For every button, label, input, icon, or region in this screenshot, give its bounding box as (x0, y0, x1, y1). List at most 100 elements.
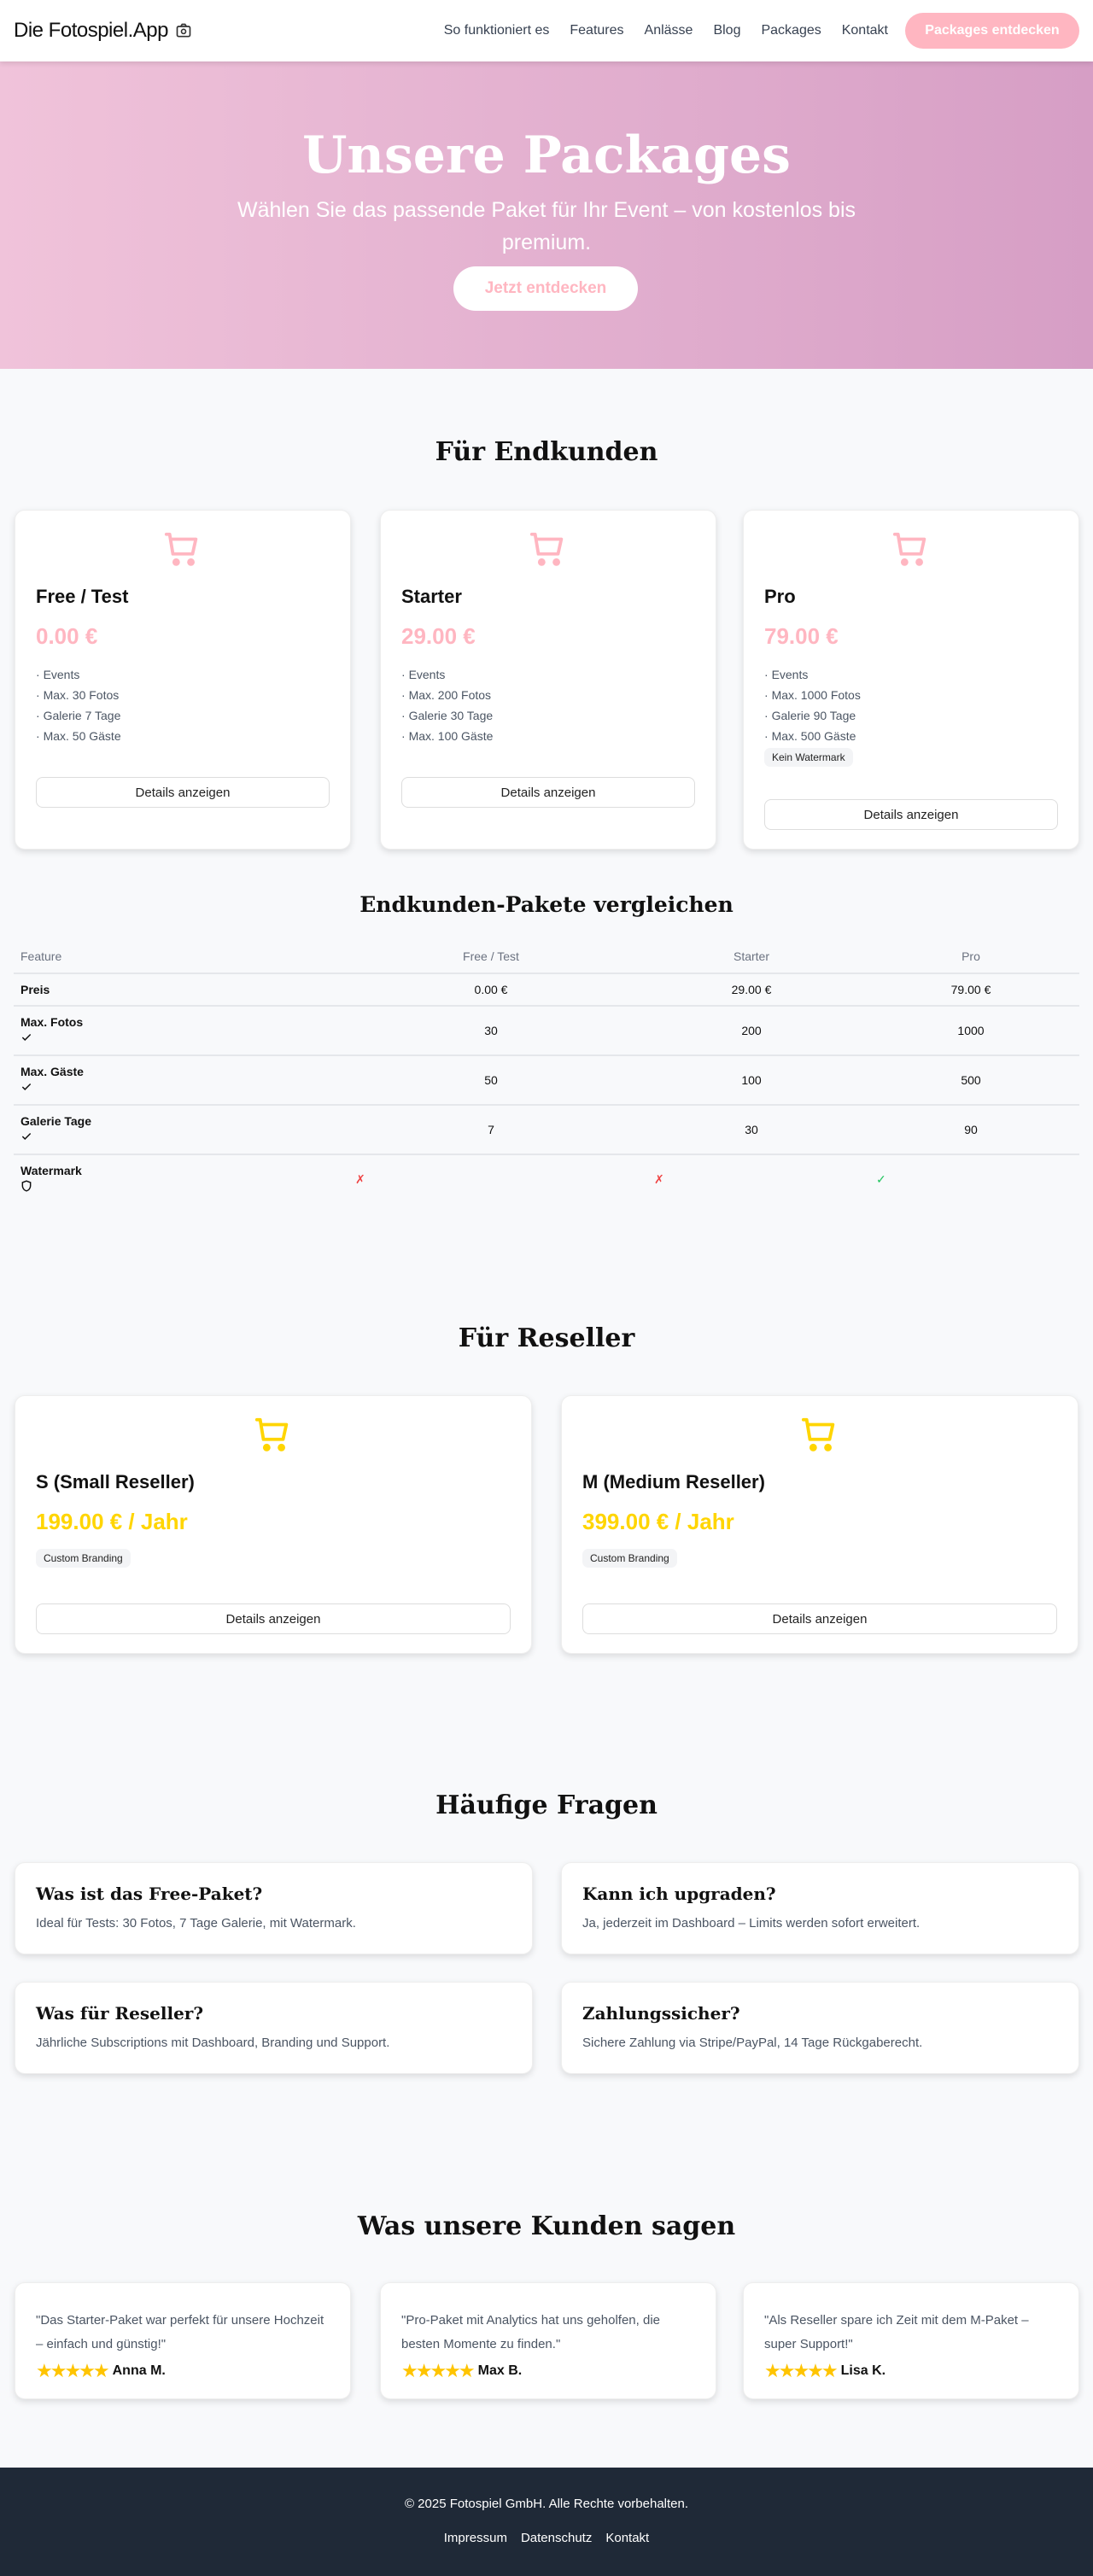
nav-kontakt[interactable]: Kontakt (841, 23, 888, 38)
check-icon (21, 1132, 32, 1140)
faq-question: Was ist das Free-Paket? (36, 1884, 263, 1904)
nav-anlaesse[interactable]: Anlässe (644, 23, 693, 38)
feature-item: · Events (36, 668, 80, 681)
endkunden-heading: Für Endkunden (435, 437, 658, 467)
hero-cta-button[interactable]: Jetzt entdecken (453, 266, 638, 311)
shield-icon (21, 1180, 32, 1192)
testimonial-author: Max B. (477, 2363, 523, 2378)
hero-subtitle: Wählen Sie das passende Paket für Ihr Ev… (237, 198, 856, 254)
package-price: 29.00 € (401, 623, 476, 649)
faq-card: Was ist das Free-Paket? Ideal für Tests:… (15, 1862, 533, 1954)
table-cell: 30 (342, 1006, 640, 1056)
footer: © 2025 Fotospiel GmbH. Alle Rechte vorbe… (0, 2468, 1093, 2576)
feature-name: Galerie Tage (20, 1114, 92, 1128)
table-cell: 500 (862, 1055, 1079, 1106)
feature-name: Watermark (20, 1164, 82, 1177)
table-cell: 200 (640, 1006, 862, 1056)
faq-card: Was für Reseller? Jährliche Subscription… (15, 1982, 533, 2074)
table-cell: 100 (640, 1055, 862, 1106)
table-row: Preis 0.00 €29.00 €79.00 € (14, 973, 1079, 1007)
cart-icon (892, 532, 926, 566)
package-card: Starter 29.00 € · Events · Max. 200 Fotos… (380, 510, 716, 850)
package-card: Pro 79.00 € · Events · Max. 1000 Fotos · G… (743, 510, 1079, 850)
nav-features[interactable]: Features (570, 23, 624, 38)
feature-list: · Events · Max. 30 Fotos · Galerie 7 Tage ·… (36, 664, 121, 746)
faq-card: Zahlungssicher? Sichere Zahlung via Stri… (561, 1982, 1079, 2074)
faq-answer: Ja, jederzeit im Dashboard – Limits werd… (582, 1916, 921, 1931)
packages-cta-button[interactable]: Packages entdecken (905, 13, 1079, 49)
faq-question: Kann ich upgraden? (582, 1884, 776, 1904)
feature-item: · Max. 50 Gäste (36, 729, 121, 743)
logo[interactable]: Die Fotospiel.App (14, 19, 192, 43)
testimonials-heading: Was unsere Kunden sagen (357, 2211, 736, 2241)
table-row: Max. Gäste 50 100 500 (14, 1055, 1079, 1106)
cart-icon (164, 532, 198, 566)
details-button[interactable]: Details anzeigen (36, 1603, 511, 1634)
feature-item: · Galerie 90 Tage (764, 709, 856, 722)
feature-name: Max. Gäste (20, 1065, 84, 1078)
check-icon (21, 1033, 32, 1041)
faq-question: Zahlungssicher? (582, 2003, 740, 2024)
star-rating-icon: ★★★★★ (401, 2360, 476, 2381)
package-card: Free / Test 0.00 € · Events · Max. 30 Fot… (15, 510, 351, 850)
testimonial-card: "Pro-Paket mit Analytics hat uns geholfe… (380, 2282, 716, 2399)
faq-answer: Ideal für Tests: 30 Fotos, 7 Tage Galeri… (36, 1916, 356, 1931)
reseller-card: S (Small Reseller) 199.00 € / Jahr Custo… (15, 1395, 532, 1654)
col-feature: Feature (14, 939, 342, 974)
feature-item: · Max. 30 Fotos (36, 688, 120, 702)
details-button[interactable]: Details anzeigen (582, 1603, 1057, 1634)
copyright: © 2025 Fotospiel GmbH. Alle Rechte vorbe… (404, 2497, 689, 2511)
table-cell: 90 (862, 1105, 1079, 1155)
feature-item: · Galerie 7 Tage (36, 709, 121, 722)
package-name: Starter (401, 586, 462, 607)
cart-icon (801, 1417, 835, 1452)
nav-so-funktioniert-es[interactable]: So funktioniert es (443, 23, 550, 38)
details-button[interactable]: Details anzeigen (36, 777, 330, 808)
testimonial-author: Lisa K. (840, 2363, 886, 2378)
footer-link-kontakt[interactable]: Kontakt (605, 2531, 650, 2545)
compare-heading: Endkunden-Pakete vergleichen (359, 892, 734, 917)
table-cell: 0.00 € (342, 973, 640, 1007)
feature-item: · Events (401, 668, 446, 681)
feature-name: Max. Fotos (20, 1015, 84, 1029)
package-name: Pro (764, 586, 796, 607)
feature-item: · Events (764, 668, 809, 681)
package-price: 0.00 € (36, 623, 98, 649)
cart-icon (254, 1417, 289, 1452)
star-rating-icon: ★★★★★ (36, 2360, 110, 2381)
faq-answer: Sichere Zahlung via Stripe/PayPal, 14 Ta… (582, 2036, 923, 2050)
cart-icon (529, 532, 564, 566)
check-icon: ✓ (876, 1171, 886, 1186)
footer-link-impressum[interactable]: Impressum (443, 2531, 507, 2545)
testimonial-quote: "Als Reseller spare ich Zeit mit dem M-P… (764, 2313, 1029, 2351)
col-starter: Starter (640, 939, 862, 974)
testimonial-quote: "Pro-Paket mit Analytics hat uns geholfe… (401, 2313, 660, 2351)
col-free: Free / Test (342, 939, 640, 974)
faq-question: Was für Reseller? (36, 2003, 204, 2024)
table-row: Watermark ✗ ✗ ✓ (14, 1154, 1079, 1203)
hero-title: Unsere Packages (302, 126, 791, 185)
main-nav: So funktioniert es Features Anlässe Blog… (444, 23, 888, 38)
testimonial-card: "Als Reseller spare ich Zeit mit dem M-P… (743, 2282, 1079, 2399)
camera-icon (176, 23, 191, 38)
feature-list: · Events · Max. 200 Fotos · Galerie 30 Tag… (401, 664, 493, 746)
details-button[interactable]: Details anzeigen (764, 799, 1058, 830)
hero: Unsere Packages Wählen Sie das passende … (0, 61, 1093, 369)
package-badge: Kein Watermark (764, 748, 853, 767)
feature-name: Preis (20, 983, 50, 996)
testimonial-author: Anna M. (112, 2363, 166, 2378)
nav-packages[interactable]: Packages (761, 23, 821, 38)
table-cell: 29.00 € (640, 973, 862, 1007)
package-badge: Custom Branding (36, 1549, 131, 1568)
testimonial-quote: "Das Starter-Paket war perfekt für unser… (36, 2313, 324, 2351)
package-price: 79.00 € (764, 623, 839, 649)
footer-link-datenschutz[interactable]: Datenschutz (520, 2531, 593, 2545)
table-row: Galerie Tage 7 30 90 (14, 1105, 1079, 1155)
compare-table: Feature Free / Test Starter Pro Preis 0.0… (14, 939, 1079, 1203)
feature-item: · Max. 200 Fotos (401, 688, 492, 702)
nav-blog[interactable]: Blog (713, 23, 741, 38)
feature-item: · Max. 500 Gäste (764, 729, 856, 743)
package-name: S (Small Reseller) (36, 1471, 195, 1492)
package-price: 399.00 € / Jahr (582, 1509, 734, 1534)
details-button[interactable]: Details anzeigen (401, 777, 695, 808)
